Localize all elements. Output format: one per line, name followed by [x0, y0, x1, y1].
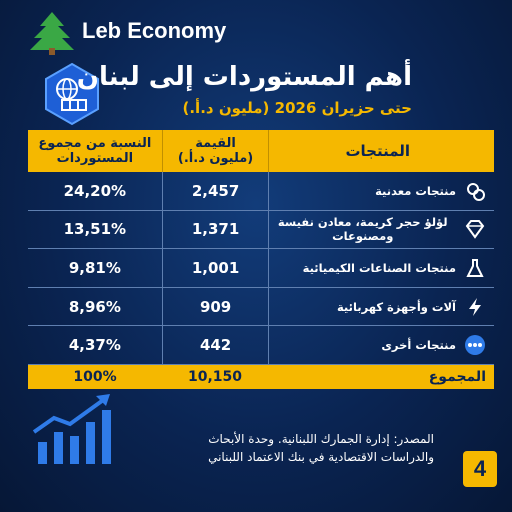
header-text: النسبة من مجموع المستوردات: [38, 136, 151, 166]
title: أهم المستوردات إلى لبنان: [76, 62, 412, 92]
header-cell: النسبة من مجموع المستوردات: [28, 130, 162, 172]
globe-hexagon: [45, 62, 99, 126]
cell-value: 1,371: [191, 220, 240, 239]
table-cell: 442: [161, 326, 269, 364]
page-number: 4: [463, 451, 497, 487]
source-line: والدراسات الاقتصادية في بنك الاعتماد الل…: [208, 450, 434, 464]
header-cell: القيمة (مليون د.أ.): [161, 130, 269, 172]
table-cell: 4,37%: [28, 326, 162, 364]
cell-value: 442: [199, 336, 232, 355]
header-line: القيمة: [195, 136, 236, 151]
product-name: منتجات الصناعات الكيميائية: [302, 260, 456, 275]
table-row: منتجات أخرى 442 4,37%: [28, 326, 494, 365]
table-cell: 9,81%: [28, 249, 162, 287]
total-value: المجموع: [428, 368, 486, 385]
table-cell: منتجات معدنية: [268, 172, 494, 210]
total-value: 100%: [73, 368, 117, 385]
row-icon: [465, 335, 485, 356]
product-name: منتجات معدنية: [375, 183, 456, 198]
cell-value: 9,81%: [68, 258, 121, 277]
product-name: منتجات أخرى: [381, 338, 456, 353]
total-cell: 100%: [28, 365, 162, 389]
table-cell: 24,20%: [28, 172, 162, 210]
cell-value: 13,51%: [63, 220, 127, 239]
header-line: المستوردات: [56, 151, 134, 166]
cell-value: 4,37%: [68, 336, 121, 355]
header-line: (مليون د.أ.): [177, 151, 254, 166]
table-cell: 13,51%: [28, 211, 162, 249]
brand: Leb Economy: [82, 18, 227, 43]
total-cell: المجموع: [268, 365, 494, 389]
cedar-logo: [30, 12, 74, 55]
header-line: النسبة من مجموع: [38, 136, 152, 151]
row-icon: [469, 297, 481, 316]
total-value: 10,150: [187, 368, 243, 385]
cell-value: 8,96%: [68, 297, 121, 316]
table-row: آلات وأجهزة كهربائية 909 8,96%: [28, 287, 494, 327]
table-cell: 1,371: [161, 210, 269, 249]
cell-value: 909: [199, 297, 232, 316]
source-line: المصدر: إدارة الجمارك اللبنانية. وحدة ال…: [208, 432, 434, 446]
imports-table: المنتجات القيمة (مليون د.أ.) النسبة من مجمو…: [28, 130, 494, 389]
table-cell: 1,001: [161, 249, 269, 287]
table-cell: 2,457: [161, 172, 269, 210]
row-icon: [466, 258, 484, 277]
header-row: المنتجات القيمة (مليون د.أ.) النسبة من مجمو…: [28, 130, 494, 172]
table-cell: 8,96%: [28, 288, 162, 326]
total-row: المجموع 10,150 100%: [28, 364, 494, 389]
source-note: المصدر: إدارة الجمارك اللبنانية. وحدة ال…: [208, 430, 434, 466]
total-cell: 10,150: [162, 365, 268, 389]
table-row: لؤلؤ حجر كريمة، معادن نفيسة ومصنوعات 1,37…: [28, 210, 494, 250]
product-name: آلات وأجهزة كهربائية: [336, 299, 456, 314]
row-icon: [465, 220, 485, 240]
subtitle: حتى حزيران 2026 (مليون د.أ.): [182, 99, 413, 117]
table-cell: لؤلؤ حجر كريمة، معادن نفيسة ومصنوعات: [268, 210, 494, 249]
cell-value: 2,457: [191, 181, 240, 200]
cell-value: 24,20%: [63, 181, 127, 200]
product-name: لؤلؤ حجر كريمة، معادن نفيسة ومصنوعات: [277, 215, 448, 244]
cell-value: 1,001: [191, 258, 240, 277]
header-cell: المنتجات: [268, 130, 494, 172]
table-row: منتجات الصناعات الكيميائية 1,001 9,81%: [28, 249, 494, 288]
table-row: منتجات معدنية 2,457 24,20%: [28, 172, 494, 211]
table-cell: منتجات الصناعات الكيميائية: [268, 249, 494, 287]
table-cell: آلات وأجهزة كهربائية: [268, 287, 494, 326]
growth-chart-icon: [32, 394, 111, 464]
row-icon: [467, 182, 485, 201]
table-cell: 909: [161, 287, 269, 326]
header-text: المنتجات: [345, 142, 411, 160]
header-text: القيمة (مليون د.أ.): [178, 136, 253, 166]
table-cell: منتجات أخرى: [268, 326, 494, 364]
